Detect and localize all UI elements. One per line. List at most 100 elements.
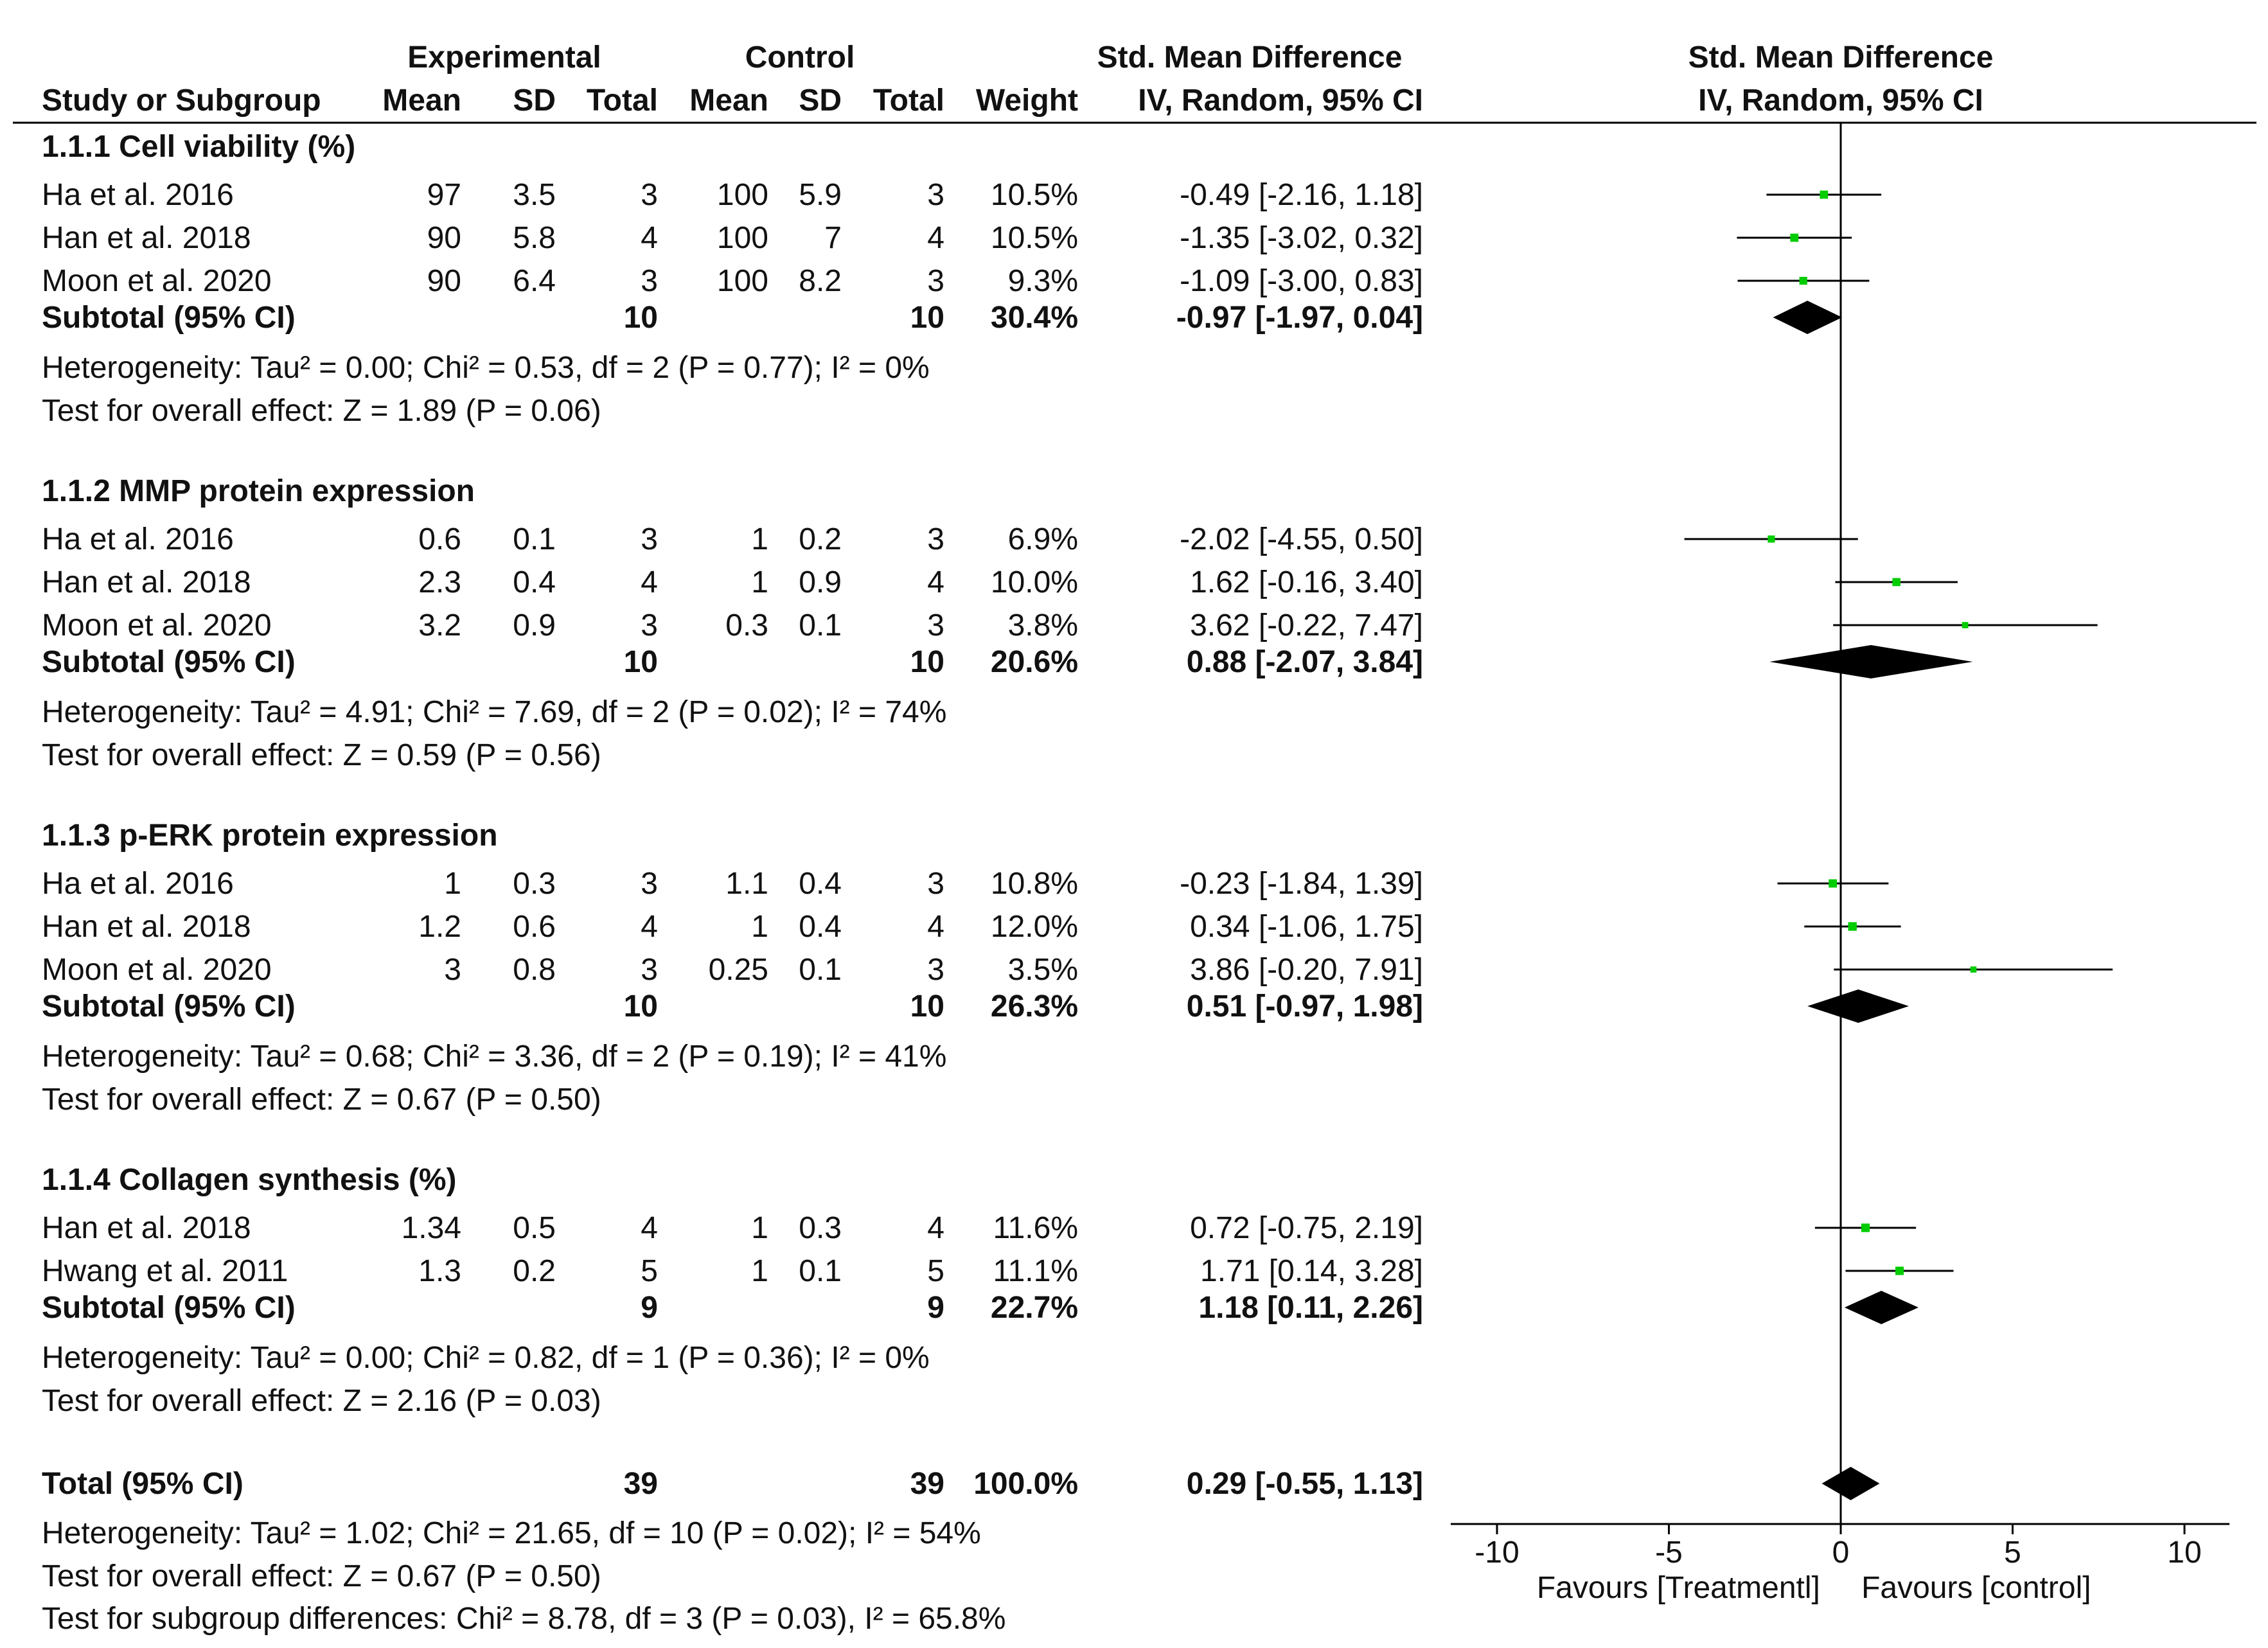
favours-left-label: Favours [Treatmentl] — [1537, 1571, 1820, 1605]
sd-ctl: 0.4 — [799, 910, 842, 944]
total-exp: 3 — [641, 608, 658, 642]
mean-exp: 2.3 — [418, 565, 461, 599]
total-total-exp: 39 — [624, 1467, 658, 1501]
weight-value: 10.8% — [991, 867, 1078, 901]
weight-value: 11.6% — [993, 1211, 1078, 1245]
subtotal-label: Subtotal (95% CI) — [42, 301, 296, 335]
study-name: Hwang et al. 2011 — [42, 1254, 288, 1288]
subgroup-title: 1.1.3 p-ERK protein expression — [42, 819, 498, 853]
study-name: Moon et al. 2020 — [42, 953, 272, 987]
x-tick-label: 5 — [2004, 1536, 2021, 1570]
smd-ci-value: -1.35 [-3.02, 0.32] — [1180, 221, 1423, 255]
subtotal-ci: 0.88 [-2.07, 3.84] — [1187, 645, 1423, 679]
total-exp: 3 — [641, 867, 658, 901]
subtotal-weight: 30.4% — [991, 301, 1078, 335]
mean-exp: 1.34 — [402, 1211, 461, 1245]
mean-ctl: 1 — [751, 910, 768, 944]
plot-title: Std. Mean Difference — [1688, 40, 1994, 75]
sd-ctl: 8.2 — [799, 264, 842, 298]
total-diamond — [1821, 1467, 1880, 1500]
mean-ctl: 100 — [717, 264, 768, 298]
effect-point — [1895, 1266, 1904, 1275]
total-ctl: 4 — [927, 910, 944, 944]
col-sd-exp: SD — [513, 84, 556, 118]
sd-ctl: 0.1 — [799, 953, 842, 987]
subtotal-diamond — [1769, 645, 1973, 678]
subtotal-total-exp: 10 — [624, 645, 658, 679]
sd-exp: 5.8 — [513, 221, 556, 255]
subtotal-weight: 26.3% — [991, 989, 1078, 1023]
subtotal-ci: 0.51 [-0.97, 1.98] — [1187, 989, 1423, 1023]
subgroup-overall-effect: Test for overall effect: Z = 2.16 (P = 0… — [42, 1384, 601, 1418]
col-total-exp: Total — [587, 84, 658, 118]
mean-ctl: 100 — [717, 221, 768, 255]
mean-ctl: 1.1 — [725, 867, 768, 901]
sd-ctl: 7 — [824, 221, 842, 255]
col-mean-exp: Mean — [382, 84, 461, 118]
study-name: Moon et al. 2020 — [42, 264, 272, 298]
smd-ci-value: 1.62 [-0.16, 3.40] — [1190, 565, 1423, 599]
mean-ctl: 0.25 — [709, 953, 768, 987]
x-tick-label: -5 — [1655, 1536, 1683, 1570]
total-ctl: 5 — [927, 1254, 944, 1288]
total-total-ctl: 39 — [910, 1467, 944, 1501]
sd-ctl: 0.2 — [799, 522, 842, 556]
mean-exp: 90 — [427, 221, 461, 255]
x-tick-label: 10 — [2167, 1536, 2201, 1570]
study-name: Ha et al. 2016 — [42, 178, 234, 212]
total-exp: 3 — [641, 953, 658, 987]
total-ctl: 4 — [927, 1211, 944, 1245]
subtotal-total-exp: 9 — [641, 1291, 658, 1325]
sd-exp: 3.5 — [513, 178, 556, 212]
study-name: Han et al. 2018 — [42, 910, 251, 944]
mean-exp: 3.2 — [418, 608, 461, 642]
sd-ctl: 0.9 — [799, 565, 842, 599]
total-ctl: 3 — [927, 953, 944, 987]
subtotal-label: Subtotal (95% CI) — [42, 989, 296, 1023]
subtotal-total-exp: 10 — [624, 989, 658, 1023]
total-ctl: 3 — [927, 867, 944, 901]
weight-value: 6.9% — [1008, 522, 1078, 556]
study-name: Han et al. 2018 — [42, 1211, 251, 1245]
study-name: Han et al. 2018 — [42, 565, 251, 599]
smd-ci-value: -0.49 [-2.16, 1.18] — [1180, 178, 1423, 212]
mean-ctl: 1 — [751, 565, 768, 599]
sd-exp: 0.8 — [513, 953, 556, 987]
subtotal-total-ctl: 10 — [910, 301, 944, 335]
sd-exp: 0.3 — [513, 867, 556, 901]
subgroup-title: 1.1.2 MMP protein expression — [42, 474, 475, 508]
subtotal-ci: -0.97 [-1.97, 0.04] — [1176, 301, 1423, 335]
sd-exp: 0.5 — [513, 1211, 556, 1245]
total-ctl: 3 — [927, 522, 944, 556]
x-tick-label: 0 — [1832, 1536, 1850, 1570]
col-weight: Weight — [976, 84, 1078, 118]
sd-exp: 0.9 — [513, 608, 556, 642]
subtotal-diamond — [1773, 301, 1843, 334]
subtotal-weight: 22.7% — [991, 1291, 1078, 1325]
total-exp: 4 — [641, 1211, 658, 1245]
effect-point — [1962, 622, 1969, 628]
study-name: Moon et al. 2020 — [42, 608, 272, 642]
header-experimental: Experimental — [407, 40, 601, 75]
subgroup-differences: Test for subgroup differences: Chi² = 8.… — [42, 1602, 1006, 1636]
subgroup-heterogeneity: Heterogeneity: Tau² = 0.00; Chi² = 0.82,… — [42, 1341, 930, 1375]
total-weight: 100.0% — [973, 1467, 1078, 1501]
total-ci: 0.29 [-0.55, 1.13] — [1187, 1467, 1423, 1501]
weight-value: 12.0% — [991, 910, 1078, 944]
col-sd-ctl: SD — [799, 84, 842, 118]
sd-exp: 0.1 — [513, 522, 556, 556]
subtotal-ci: 1.18 [0.11, 2.26] — [1198, 1291, 1423, 1325]
sd-exp: 6.4 — [513, 264, 556, 298]
total-ctl: 3 — [927, 264, 944, 298]
subtotal-label: Subtotal (95% CI) — [42, 1291, 296, 1325]
mean-exp: 1.2 — [418, 910, 461, 944]
effect-point — [1767, 535, 1775, 543]
mean-exp: 1 — [444, 867, 461, 901]
sd-ctl: 5.9 — [799, 178, 842, 212]
smd-ci-value: -2.02 [-4.55, 0.50] — [1180, 522, 1423, 556]
mean-ctl: 0.3 — [725, 608, 768, 642]
sd-ctl: 0.3 — [799, 1211, 842, 1245]
weight-value: 9.3% — [1008, 264, 1078, 298]
total-overall-effect: Test for overall effect: Z = 0.67 (P = 0… — [42, 1559, 601, 1593]
